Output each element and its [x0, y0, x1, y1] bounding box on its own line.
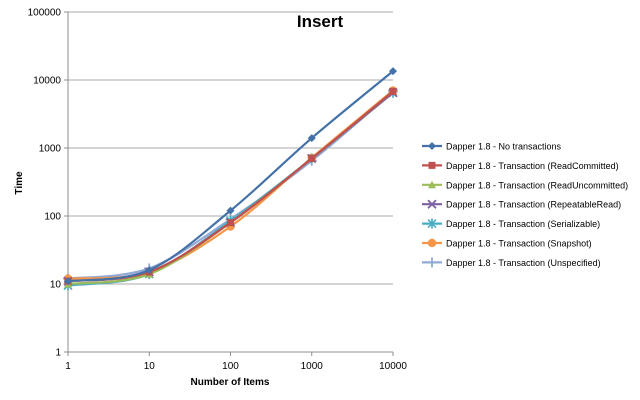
legend-marker-6: [427, 257, 437, 268]
legend-item-0: Dapper 1.8 - No transactions: [422, 142, 562, 152]
legend-label-4: Dapper 1.8 - Transaction (Serializable): [446, 219, 600, 229]
x-tick-label-2: 100: [222, 361, 239, 372]
data-point-0-4: [389, 67, 397, 76]
y-tick-label-4: 10000: [33, 76, 61, 87]
y-tick-label-0: 1: [55, 348, 61, 359]
series-0: [64, 67, 397, 286]
legend-item-1: Dapper 1.8 - Transaction (ReadCommitted): [422, 161, 619, 171]
y-tick-labels: 1 10 100 1000 10000 100000: [28, 8, 62, 359]
chart-title: Insert: [297, 12, 344, 31]
legend-label-0: Dapper 1.8 - No transactions: [446, 142, 562, 152]
data-point-0-0: [64, 277, 72, 286]
legend-marker-5: [427, 238, 437, 248]
legend-item-5: Dapper 1.8 - Transaction (Snapshot): [422, 239, 592, 249]
x-axis-label: Number of Items: [191, 377, 270, 388]
data-point-1-2: [227, 219, 234, 227]
data-point-1-4: [389, 87, 397, 95]
legend-label-3: Dapper 1.8 - Transaction (RepeatableRead…: [446, 200, 621, 210]
legend-item-6: Dapper 1.8 - Transaction (Unspecified): [422, 257, 601, 268]
data-point-0-2: [226, 206, 235, 215]
legend-marker-1: [428, 161, 436, 169]
legend: Dapper 1.8 - No transactions Dapper 1.8 -…: [422, 142, 628, 268]
series-group: [63, 67, 398, 291]
legend-marker-2: [428, 180, 436, 189]
axes: [64, 11, 394, 356]
x-tick-label-0: 1: [65, 361, 71, 372]
legend-marker-3: [427, 199, 437, 209]
y-axis-label: Time: [14, 171, 25, 195]
data-point-0-3: [307, 134, 316, 143]
legend-marker-4: [427, 218, 437, 229]
legend-item-2: Dapper 1.8 - Transaction (ReadUncommitte…: [422, 180, 628, 190]
legend-label-6: Dapper 1.8 - Transaction (Unspecified): [446, 258, 601, 268]
x-tick-label-3: 1000: [301, 361, 324, 372]
legend-item-3: Dapper 1.8 - Transaction (RepeatableRead…: [422, 199, 621, 210]
legend-marker-0: [428, 142, 436, 150]
y-tick-label-1: 10: [50, 280, 62, 291]
legend-item-4: Dapper 1.8 - Transaction (Serializable): [422, 218, 600, 229]
x-tick-labels: 1 10 100 1000 10000: [65, 361, 407, 372]
data-point-0-1: [145, 266, 154, 275]
data-point-1-3: [308, 155, 316, 163]
legend-label-1: Dapper 1.8 - Transaction (ReadCommitted): [446, 161, 619, 171]
y-tick-label-5: 100000: [28, 8, 62, 19]
y-tick-label-3: 1000: [39, 144, 62, 155]
legend-label-5: Dapper 1.8 - Transaction (Snapshot): [446, 239, 592, 249]
x-tick-label-4: 10000: [379, 361, 407, 372]
y-tick-label-2: 100: [44, 212, 61, 223]
legend-label-2: Dapper 1.8 - Transaction (ReadUncommitte…: [446, 180, 628, 190]
x-tick-label-1: 10: [144, 361, 156, 372]
